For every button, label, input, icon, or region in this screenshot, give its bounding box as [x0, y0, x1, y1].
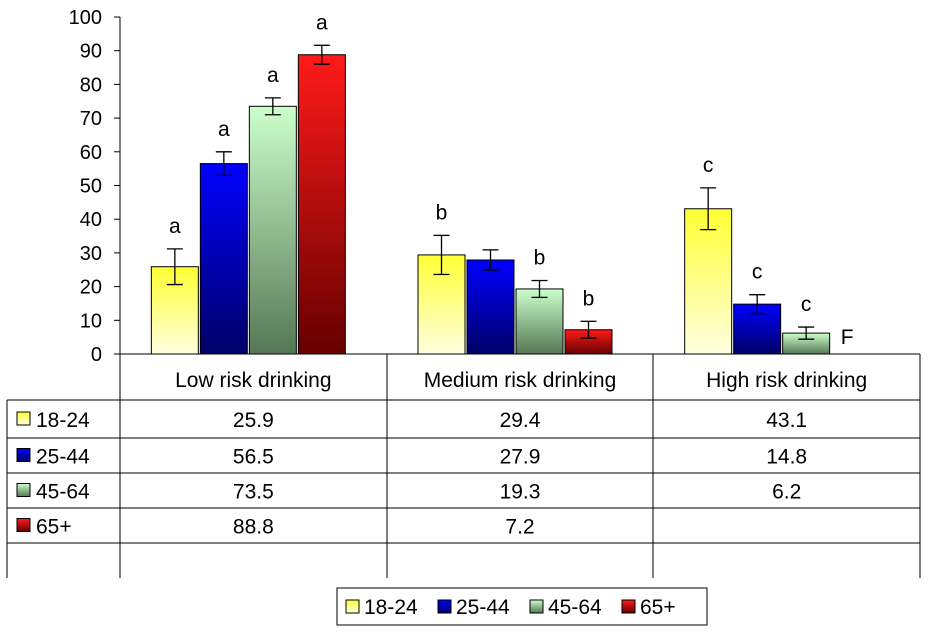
table-cell: 29.4: [500, 409, 541, 432]
table-legend-key-25-44: [16, 448, 31, 462]
table-cell: 6.2: [772, 481, 801, 504]
legend-key-18-24: [345, 599, 360, 614]
legend-box: [336, 587, 708, 626]
category-label-0: Low risk drinking: [175, 369, 331, 392]
significance-letter: F: [841, 326, 854, 349]
table-cell: 43.1: [766, 409, 807, 432]
category-label-1: Medium risk drinking: [424, 369, 617, 392]
significance-letter: a: [316, 11, 328, 34]
y-tick-label: 20: [80, 277, 102, 299]
table-cell: 56.5: [233, 446, 274, 469]
significance-letter: a: [169, 215, 181, 238]
y-tick-label: 0: [91, 344, 102, 366]
significance-letter: b: [534, 247, 546, 270]
legend-key-25-44: [437, 599, 452, 614]
y-tick-label: 30: [80, 243, 102, 265]
table-cell: 73.5: [233, 481, 274, 504]
table-cell: 88.8: [233, 516, 274, 539]
significance-letter: b: [436, 201, 448, 224]
error-bars: [166, 44, 815, 340]
y-tick-label: 90: [80, 41, 102, 63]
table-row-label: 45-64: [36, 481, 90, 504]
y-tick-label: 10: [80, 310, 102, 332]
y-tick-label: 80: [80, 74, 102, 96]
table-row-label: 65+: [36, 516, 72, 539]
category-label-2: High risk drinking: [706, 369, 867, 392]
y-axis-ticks: 0 10 20 30 40 50 60 70 80 90 100: [69, 7, 120, 366]
bars: [150, 54, 831, 355]
significance-letter: a: [218, 118, 230, 141]
category-labels: Low risk drinking Medium risk drinking Hig…: [175, 369, 867, 392]
table-legend-key-18-24: [16, 411, 31, 426]
significance-letter: b: [583, 287, 595, 310]
legend-key-45-64: [529, 599, 544, 614]
table-cell: 14.8: [766, 446, 807, 469]
legend: 18-24 25-44 45-64 65+: [336, 587, 708, 626]
data-table: 18-24 25.9 29.4 43.1 25-44 56.5 27.9 14.8 45-64 7…: [16, 409, 807, 539]
y-tick-label: 70: [80, 108, 102, 130]
bar-45-64-1: [515, 288, 564, 355]
table-cell: 7.2: [505, 516, 534, 539]
y-tick-label: 50: [80, 176, 102, 198]
significance-letters: a a a a b b b c c c F: [169, 11, 854, 349]
y-tick-label: 60: [80, 142, 102, 164]
table-cell: 19.3: [500, 481, 541, 504]
y-tick-label: 100: [69, 7, 102, 29]
table-cell: 27.9: [500, 446, 541, 469]
legend-label-25-44: 25-44: [456, 596, 510, 619]
table-cell: 25.9: [233, 409, 274, 432]
significance-letter: a: [267, 64, 279, 87]
legend-label-45-64: 45-64: [548, 596, 602, 619]
bar-25-44-0: [199, 163, 248, 355]
legend-label-18-24: 18-24: [364, 596, 418, 619]
bar-65+-0: [297, 54, 346, 355]
bar-18-24-2: [684, 208, 733, 355]
legend-label-65+: 65+: [640, 596, 676, 619]
bar-25-44-1: [466, 259, 515, 355]
table-row-label: 18-24: [36, 409, 90, 432]
table-legend-key-65+: [16, 518, 31, 532]
significance-letter: c: [752, 261, 763, 284]
legend-key-65+: [621, 599, 636, 614]
table-row-label: 25-44: [36, 446, 90, 469]
significance-letter: c: [801, 293, 812, 316]
y-tick-label: 40: [80, 209, 102, 231]
table-legend-key-45-64: [16, 483, 31, 497]
significance-letter: c: [703, 154, 714, 177]
bar-45-64-0: [248, 105, 297, 355]
